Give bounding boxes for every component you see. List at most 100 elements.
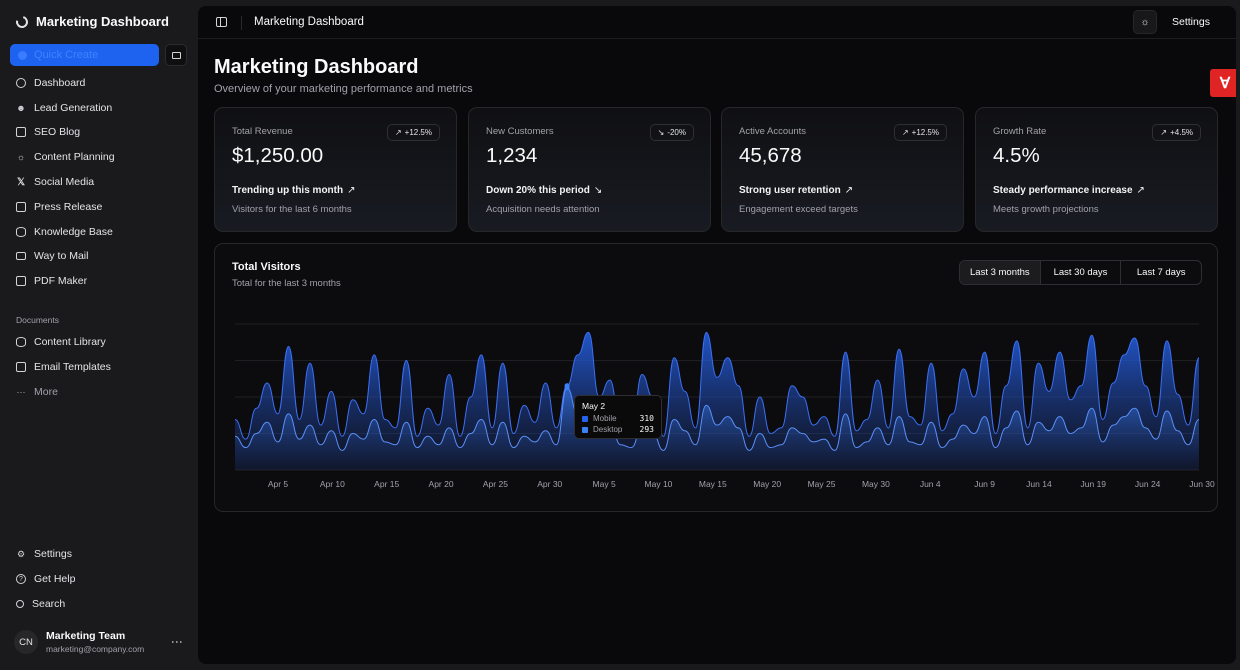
main-panel: Marketing Dashboard ☼ Settings Marketing… — [198, 6, 1236, 664]
sidebar: Marketing Dashboard Quick Create Dashboa… — [0, 0, 198, 670]
page-title: Marketing Dashboard — [214, 56, 419, 78]
chart-title: Total Visitors — [232, 261, 301, 273]
stat-label: Total Revenue — [232, 126, 293, 137]
sidebar-item-content-planning[interactable]: ☼ Content Planning — [16, 149, 115, 165]
x-tick-label: Jun 9 — [974, 479, 995, 489]
trend-label: Trending up this month — [232, 185, 344, 196]
header-title: Marketing Dashboard — [254, 16, 364, 28]
sidebar-item-label: PDF Maker — [34, 275, 88, 287]
sidebar-item-label: Dashboard — [34, 77, 86, 89]
x-tick-label: Apr 10 — [320, 479, 345, 489]
sidebar-item-more[interactable]: ⋯ More — [16, 384, 58, 400]
mail-icon — [16, 252, 26, 260]
stat-label: Growth Rate — [993, 126, 1047, 137]
theme-toggle-button[interactable]: ☼ — [1133, 10, 1157, 34]
sidebar-item-get-help[interactable]: ? Get Help — [16, 571, 75, 587]
trend-down-icon: ↘ — [657, 128, 665, 137]
change-badge-text: +12.5% — [404, 128, 432, 137]
stat-value: 1,234 — [486, 144, 538, 167]
trend-up-icon: ↗ — [394, 128, 402, 137]
stat-label: Active Accounts — [739, 126, 807, 137]
divider — [241, 16, 242, 30]
change-badge-text: +4.5% — [1170, 128, 1193, 137]
x-tick-label: May 25 — [808, 479, 836, 489]
range-last-7-days[interactable]: Last 7 days — [1136, 267, 1186, 278]
settings-link[interactable]: Settings — [1172, 16, 1210, 28]
sidebar-item-knowledge-base[interactable]: Knowledge Base — [16, 224, 113, 240]
sidebar-item-label: Social Media — [34, 176, 95, 188]
sidebar-item-way-to-mail[interactable]: Way to Mail — [16, 248, 88, 264]
topbar: Marketing Dashboard ☼ Settings — [198, 6, 1236, 39]
database-icon — [16, 227, 26, 237]
x-tick-label: Apr 30 — [537, 479, 562, 489]
file-badge-icon — [16, 202, 26, 212]
chart-tooltip: May 2 Mobile 310 Desktop 293 — [574, 395, 662, 439]
sidebar-item-label: More — [34, 386, 58, 398]
x-tick-label: May 10 — [645, 479, 673, 489]
change-badge-text: +12.5% — [911, 128, 939, 137]
sidebar-item-dashboard[interactable]: Dashboard — [16, 75, 85, 91]
help-circle-icon: ? — [16, 574, 26, 584]
ellipsis-icon: ⋯ — [16, 386, 26, 397]
quick-create-label: Quick Create — [34, 49, 99, 61]
x-tick-label: Jun 19 — [1081, 479, 1107, 489]
dashboard-icon — [16, 78, 26, 88]
inbox-button[interactable] — [165, 44, 187, 66]
file-text-icon — [16, 127, 26, 137]
sidebar-item-label: Way to Mail — [34, 250, 89, 262]
stat-note: Engagement exceed targets — [739, 204, 858, 215]
stat-card-active-accounts: Active Accounts 45,678 ↗ +12.5% Strong us… — [721, 107, 964, 232]
sidebar-item-press-release[interactable]: Press Release — [16, 199, 102, 215]
series-area-desktop — [235, 387, 1199, 470]
sidebar-item-label: Press Release — [34, 201, 103, 213]
x-tick-label: Apr 5 — [268, 479, 289, 489]
x-tick-label: Apr 20 — [429, 479, 454, 489]
sidebar-item-label: Content Planning — [34, 151, 115, 163]
stat-label: New Customers — [486, 126, 554, 137]
brand[interactable]: Marketing Dashboard — [13, 13, 169, 30]
sidebar-item-search[interactable]: Search — [16, 596, 65, 612]
change-badge: ↘ -20% — [649, 124, 694, 141]
page-subtitle: Overview of your marketing performance a… — [214, 83, 473, 95]
sidebar-item-label: SEO Blog — [34, 126, 81, 138]
range-last-30-days[interactable]: Last 30 days — [1041, 261, 1122, 284]
user-profile[interactable]: CN Marketing Team marketing@company.com — [14, 630, 144, 654]
sidebar-item-seo-blog[interactable]: SEO Blog — [16, 124, 80, 140]
tooltip-date: May 2 — [582, 401, 606, 411]
stat-note: Meets growth projections — [993, 204, 1099, 215]
sidebar-item-label: Knowledge Base — [34, 226, 113, 238]
hover-point-desktop — [564, 385, 570, 391]
sidebar-item-email-templates[interactable]: Email Templates — [16, 359, 111, 375]
sidebar-item-settings[interactable]: ⚙ Settings — [16, 546, 72, 562]
users-icon: ☻ — [16, 103, 26, 113]
lightbulb-icon: ☼ — [16, 152, 26, 162]
search-icon — [16, 600, 24, 608]
user-email: marketing@company.com — [46, 644, 145, 654]
extension-logo-icon[interactable]: ∀ — [1210, 69, 1236, 97]
trend-text: Strong user retention ↗ — [739, 185, 853, 196]
sidebar-toggle-icon[interactable] — [216, 17, 227, 27]
sidebar-item-content-library[interactable]: Content Library — [16, 334, 106, 350]
sidebar-item-pdf-maker[interactable]: PDF Maker — [16, 273, 87, 289]
quick-create-button[interactable]: Quick Create — [10, 44, 159, 66]
x-tick-label: Jun 4 — [920, 479, 941, 489]
sidebar-item-lead-generation[interactable]: ☻ Lead Generation — [16, 100, 112, 116]
user-menu-icon[interactable]: ⋮ — [170, 636, 184, 647]
plus-circle-icon — [18, 50, 27, 60]
tooltip-series-name: Desktop — [593, 425, 623, 434]
brand-title: Marketing Dashboard — [36, 14, 169, 29]
x-tick-label: May 30 — [862, 479, 890, 489]
sidebar-item-label: Settings — [34, 548, 72, 560]
x-tick-label: Jun 30 — [1189, 479, 1215, 489]
tooltip-row-desktop: Desktop 293 — [582, 425, 654, 434]
sidebar-item-social-media[interactable]: 𝕏 Social Media — [16, 174, 94, 190]
sidebar-item-label: Get Help — [34, 573, 76, 585]
range-last-3-months[interactable]: Last 3 months — [960, 261, 1041, 284]
legend-swatch — [582, 426, 588, 433]
series-line-desktop — [234, 387, 1200, 451]
x-tick-label: Apr 25 — [483, 479, 508, 489]
trend-up-icon: ↗ — [1160, 128, 1168, 137]
avatar: CN — [14, 630, 38, 654]
visitors-area-chart[interactable]: Apr 5 Apr 10 Apr 15 Apr 20 Apr 25 Apr 30 May 5… — [215, 244, 1219, 513]
legend-swatch — [582, 415, 588, 422]
